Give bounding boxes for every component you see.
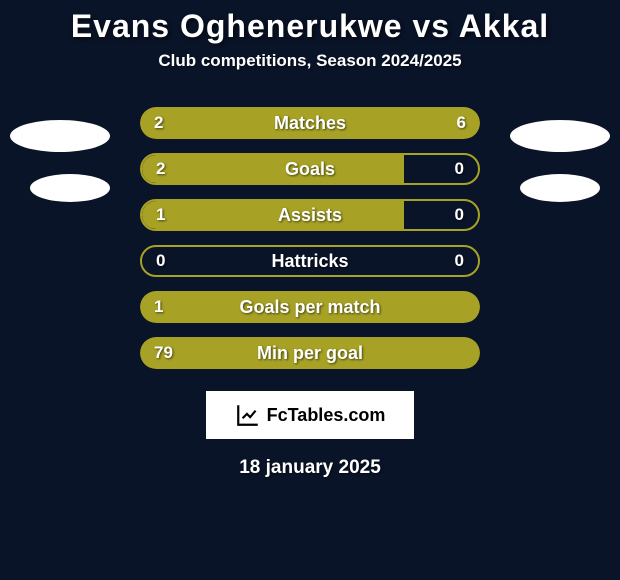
stat-row: 1Goals per match [140, 291, 480, 323]
stat-right-value: 0 [455, 251, 464, 271]
player-right-marker [510, 120, 610, 152]
player-right-marker [520, 174, 600, 202]
stat-right-value: 6 [457, 113, 466, 133]
stat-row: 1Assists0 [140, 199, 480, 231]
brand-badge: FcTables.com [206, 391, 414, 439]
player-left-marker [30, 174, 110, 202]
chart-area: 2Matches62Goals01Assists00Hattricks01Goa… [0, 107, 620, 383]
stat-label: Goals per match [140, 297, 480, 318]
stat-right-value: 0 [455, 205, 464, 225]
chart-icon [235, 402, 261, 428]
brand-text: FcTables.com [267, 405, 386, 426]
stat-label: Min per goal [140, 343, 480, 364]
stat-label: Assists [142, 205, 478, 226]
stat-label: Matches [140, 113, 480, 134]
stat-row: 0Hattricks0 [140, 245, 480, 277]
comparison-infographic: Evans Oghenerukwe vs Akkal Club competit… [0, 0, 620, 580]
stat-right-value: 0 [455, 159, 464, 179]
date-text: 18 january 2025 [239, 457, 381, 479]
page-subtitle: Club competitions, Season 2024/2025 [158, 51, 461, 71]
stat-label: Hattricks [142, 251, 478, 272]
player-left-marker [10, 120, 110, 152]
stat-row: 2Goals0 [140, 153, 480, 185]
stat-row: 2Matches6 [140, 107, 480, 139]
stat-label: Goals [142, 159, 478, 180]
stat-row: 79Min per goal [140, 337, 480, 369]
page-title: Evans Oghenerukwe vs Akkal [71, 8, 549, 45]
